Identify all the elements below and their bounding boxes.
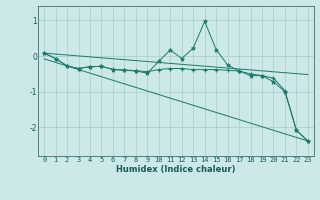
X-axis label: Humidex (Indice chaleur): Humidex (Indice chaleur): [116, 165, 236, 174]
